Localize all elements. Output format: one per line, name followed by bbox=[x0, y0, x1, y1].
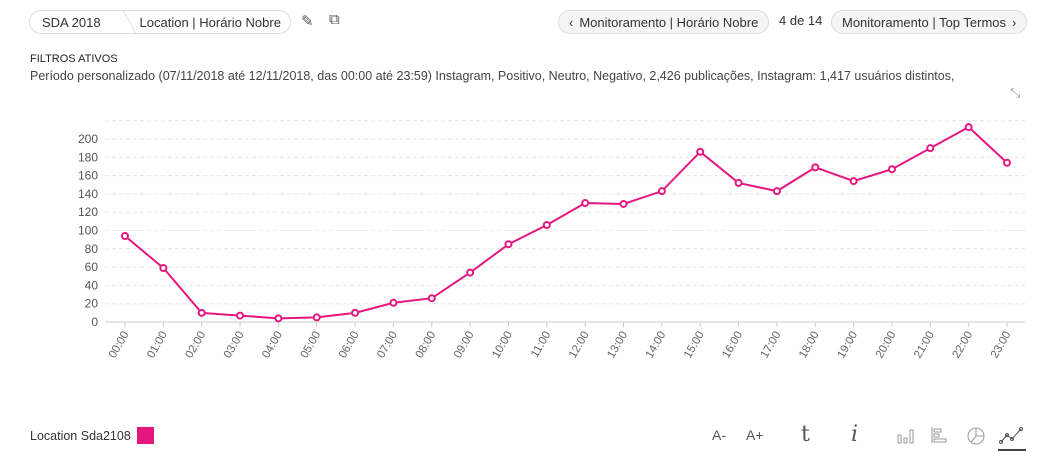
x-tick-label: 08:00 bbox=[414, 330, 439, 361]
x-tick-label: 22:00 bbox=[950, 330, 975, 361]
filters-text: Período personalizado (07/11/2018 até 12… bbox=[30, 69, 955, 83]
data-point bbox=[236, 311, 245, 320]
chevron-left-icon: ‹ bbox=[569, 14, 574, 30]
x-tick-label: 21:00 bbox=[912, 330, 937, 361]
pie-chart-icon[interactable] bbox=[966, 426, 986, 446]
y-tick-label: 0 bbox=[91, 315, 98, 329]
x-tick-label: 09:00 bbox=[452, 330, 477, 361]
x-tick-label: 00:00 bbox=[107, 330, 132, 361]
data-point bbox=[772, 187, 781, 196]
data-point bbox=[197, 308, 206, 317]
legend-swatch[interactable] bbox=[136, 427, 154, 444]
data-point bbox=[926, 144, 935, 153]
filters-title: FILTROS ATIVOS bbox=[30, 53, 118, 65]
x-tick-label: 23:00 bbox=[989, 330, 1014, 361]
x-tick-label: 13:00 bbox=[605, 330, 630, 361]
bar-chart-icon[interactable] bbox=[896, 426, 916, 444]
x-tick-label: 19:00 bbox=[835, 330, 860, 361]
data-point bbox=[734, 178, 743, 187]
y-tick-label: 60 bbox=[85, 260, 99, 274]
legend: Location Sda2108 bbox=[30, 427, 154, 444]
x-tick-label: 01:00 bbox=[145, 330, 170, 361]
data-point bbox=[121, 231, 129, 240]
data-point bbox=[657, 187, 666, 196]
y-tick-label: 100 bbox=[78, 224, 98, 238]
breadcrumb-current[interactable]: Location | Horário Nobre bbox=[139, 14, 281, 30]
font-increase-button[interactable]: A+ bbox=[746, 427, 764, 443]
data-point bbox=[696, 147, 705, 156]
breadcrumb: SDA 2018 Location | Horário Nobre bbox=[29, 10, 291, 34]
x-tick-label: 16:00 bbox=[720, 330, 745, 361]
x-tick-label: 18:00 bbox=[797, 330, 822, 361]
data-point bbox=[964, 123, 973, 132]
x-tick-label: 10:00 bbox=[490, 330, 515, 361]
data-point bbox=[274, 314, 283, 323]
data-point bbox=[312, 313, 321, 322]
data-point bbox=[159, 264, 168, 273]
series-line bbox=[124, 125, 1008, 320]
breadcrumb-root[interactable]: SDA 2018 bbox=[42, 14, 101, 30]
x-tick-label: 06:00 bbox=[337, 330, 362, 361]
next-report-button[interactable]: Monitoramento | Top Termos › bbox=[831, 10, 1028, 34]
y-tick-label: 120 bbox=[78, 205, 98, 219]
y-tick-label: 160 bbox=[78, 169, 98, 183]
data-point bbox=[389, 298, 398, 307]
x-tick-label: 07:00 bbox=[375, 330, 400, 361]
legend-label: Location Sda2108 bbox=[30, 428, 131, 443]
x-tick-label: 14:00 bbox=[644, 330, 669, 361]
x-tick-label: 12:00 bbox=[567, 330, 592, 361]
text-icon[interactable]: t bbox=[801, 422, 810, 447]
y-tick-label: 200 bbox=[78, 132, 98, 146]
line-chart: 0 20 40 60 80 100 120 140 160 180 200 00:00 01:00 02:… bbox=[78, 120, 1025, 361]
x-tick-label: 02:00 bbox=[184, 330, 209, 361]
x-tick-label: 17:00 bbox=[759, 330, 784, 361]
y-tick-label: 20 bbox=[85, 297, 99, 311]
x-tick-label: 03:00 bbox=[222, 330, 247, 361]
info-icon[interactable]: i bbox=[851, 422, 859, 447]
line-chart-icon[interactable] bbox=[998, 424, 1026, 452]
y-tick-label: 180 bbox=[78, 150, 98, 164]
prev-report-label: Monitoramento | Horário Nobre bbox=[579, 14, 759, 30]
data-point bbox=[619, 199, 628, 208]
prev-report-button[interactable]: ‹ Monitoramento | Horário Nobre bbox=[558, 10, 770, 34]
font-decrease-button[interactable]: A- bbox=[712, 427, 726, 443]
data-point bbox=[466, 268, 475, 277]
data-point bbox=[581, 199, 590, 208]
data-point bbox=[887, 165, 896, 174]
y-tick-label: 140 bbox=[78, 187, 98, 201]
y-tick-label: 40 bbox=[85, 278, 99, 292]
x-tick-label: 15:00 bbox=[682, 330, 707, 361]
data-point bbox=[504, 240, 513, 249]
data-point bbox=[351, 308, 360, 317]
collapse-icon[interactable]: ⤡ bbox=[1010, 85, 1021, 100]
x-tick-label: 11:00 bbox=[529, 330, 553, 360]
page-position: 4 de 14 bbox=[779, 13, 823, 28]
data-point bbox=[811, 163, 820, 172]
data-point bbox=[542, 221, 551, 230]
next-report-label: Monitoramento | Top Termos bbox=[842, 14, 1007, 30]
edit-icon[interactable]: ✎ bbox=[301, 13, 314, 30]
data-point bbox=[427, 294, 436, 303]
x-tick-label: 20:00 bbox=[874, 330, 899, 361]
copy-icon[interactable]: ⧉ bbox=[329, 11, 340, 28]
data-point bbox=[1003, 158, 1011, 167]
x-tick-label: 04:00 bbox=[260, 330, 285, 361]
data-point bbox=[849, 177, 858, 186]
y-tick-label: 80 bbox=[85, 242, 99, 256]
horizontal-bar-icon[interactable] bbox=[930, 426, 950, 444]
chevron-right-icon: › bbox=[1012, 14, 1017, 30]
x-tick-label: 05:00 bbox=[299, 330, 324, 361]
